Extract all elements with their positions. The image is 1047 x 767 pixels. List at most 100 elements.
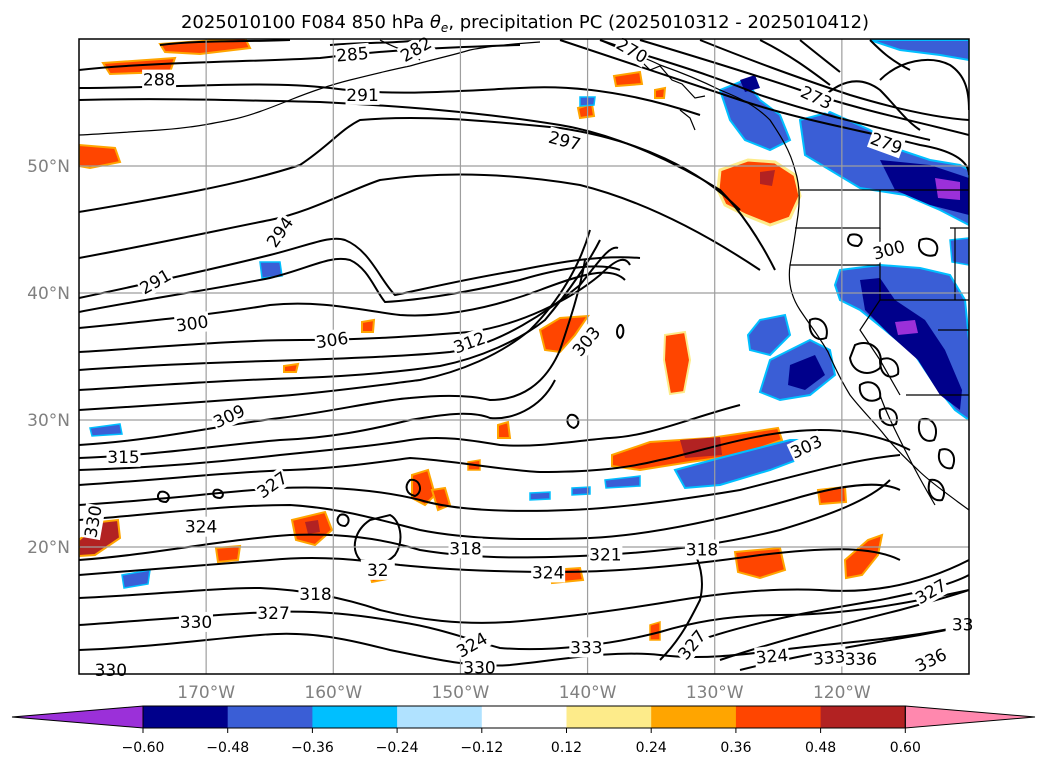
- contour-label-backdrop: [142, 69, 177, 90]
- contour-label-group: 324: [531, 562, 566, 583]
- lat-tick-label: 50°N: [27, 157, 70, 177]
- contour-label-backdrop: [252, 466, 292, 503]
- contour-label-group: 333: [811, 646, 847, 670]
- lat-tick-label: 20°N: [27, 538, 70, 558]
- contour-label: 321: [589, 546, 621, 566]
- contour-label-backdrop: [569, 637, 604, 658]
- contour-label-backdrop: [462, 657, 497, 678]
- contour-label-backdrop: [449, 327, 489, 358]
- contour-label-backdrop: [106, 446, 141, 467]
- colorbar-outline: [142, 705, 906, 729]
- colorbar-tick-label: 0.36: [720, 740, 751, 756]
- contour-label-group: 32: [360, 559, 395, 581]
- colorbar-swatch: [312, 706, 398, 728]
- contour-label-group: 324: [754, 644, 790, 669]
- contour-label-group: 315: [106, 446, 141, 468]
- contour-label-group: 291: [345, 84, 380, 106]
- colorbar-swatch: [566, 706, 652, 728]
- contour-label-group: 279: [866, 127, 906, 159]
- contour-label-backdrop: [396, 31, 436, 67]
- colorbar-extend-max: [904, 705, 1036, 729]
- contour-label-backdrop: [567, 321, 605, 361]
- colorbar-tick-label: 0.24: [636, 740, 667, 756]
- contour-label-group: 333: [569, 637, 604, 658]
- colorbar-swatch: [735, 706, 822, 728]
- colorbar: [11, 705, 1036, 729]
- contour-label-group: 288: [142, 69, 177, 91]
- contour-label: 288: [143, 71, 175, 91]
- contour-label: 291: [346, 86, 378, 106]
- colorbar-swatch: [397, 706, 483, 728]
- theta-e-contours: [79, 39, 969, 671]
- contour-label-backdrop: [298, 583, 333, 604]
- map-border: [78, 38, 970, 675]
- contour-label-backdrop: [796, 81, 837, 114]
- contour-label-group: 318: [298, 583, 333, 605]
- contour-label-backdrop: [448, 538, 483, 559]
- contour-label-backdrop: [754, 644, 790, 668]
- contour-label-backdrop: [209, 399, 249, 433]
- contour-label-backdrop: [360, 559, 395, 580]
- longitude-tick-labels: 170°W 160°W 150°W 140°W 130°W 120°W: [177, 683, 871, 703]
- contour-label-backdrop: [334, 42, 371, 66]
- colorbar-swatch: [820, 706, 906, 728]
- contour-label-backdrop: [673, 625, 711, 665]
- colorbar-tick-label: 0.60: [890, 740, 921, 756]
- lat-tick-label: 30°N: [27, 411, 70, 431]
- contour-label: 330: [95, 661, 127, 681]
- contour-label: 318: [449, 539, 481, 559]
- contour-label-group: 285: [334, 42, 371, 67]
- contour-label-group: 306: [313, 327, 351, 353]
- contour-label: 318: [299, 585, 331, 605]
- lon-tick-label: 120°W: [813, 683, 871, 703]
- contour-label-backdrop: [866, 127, 906, 159]
- figure-title: 2025010100 F084 850 hPa θe, precipitatio…: [181, 12, 869, 35]
- contour-label-backdrop: [911, 643, 951, 677]
- contour-label-backdrop: [612, 33, 652, 68]
- contour-label-backdrop: [685, 539, 719, 560]
- contour-label-backdrop: [178, 611, 213, 632]
- colorbar-tick-labels: −0.60 −0.48 −0.36 −0.24 −0.12 0.12 0.24 0.36 0.4…: [122, 728, 921, 756]
- latitude-tick-labels: 50°N 40°N 30°N 20°N: [27, 157, 70, 558]
- contour-label-backdrop: [80, 503, 106, 541]
- contour-label-backdrop: [345, 84, 380, 105]
- contour-label-backdrop: [256, 603, 291, 624]
- contour-label: 333: [812, 647, 846, 670]
- contour-label-group: 318: [685, 539, 719, 561]
- contour-label-group: 330: [178, 611, 213, 633]
- contour-label-group: 330: [462, 657, 497, 679]
- contour-label: 324: [755, 646, 789, 669]
- contour-label: 333: [570, 638, 602, 658]
- colorbar-tick-label: −0.48: [206, 740, 249, 756]
- contour-label-backdrop: [786, 430, 826, 463]
- contour-label-backdrop: [173, 311, 211, 336]
- lat-tick-label: 40°N: [27, 284, 70, 304]
- contour-label-group: 33: [945, 614, 980, 635]
- contour-label-backdrop: [945, 614, 980, 635]
- lon-tick-label: 150°W: [432, 683, 490, 703]
- contour-label: 330: [180, 613, 212, 633]
- contour-label: 285: [335, 44, 369, 67]
- contour-label: 330: [463, 659, 495, 679]
- contour-label-group: 300: [173, 311, 211, 337]
- lon-tick-label: 160°W: [304, 683, 362, 703]
- contour-label-group: 318: [448, 538, 483, 559]
- contour-label-backdrop: [135, 264, 176, 299]
- colorbar-tick-label: −0.60: [122, 740, 165, 756]
- contour-label-backdrop: [843, 648, 878, 669]
- contour-label-backdrop: [811, 646, 847, 669]
- lon-tick-label: 130°W: [686, 683, 744, 703]
- contour-label-group: 330: [93, 660, 128, 681]
- contour-label: 306: [315, 329, 350, 353]
- contour-label-backdrop: [545, 126, 584, 155]
- contour-label-backdrop: [588, 544, 623, 565]
- colorbar-tick-label: −0.36: [291, 740, 334, 756]
- colorbar-swatch: [143, 706, 229, 728]
- contour-label-backdrop: [452, 627, 492, 662]
- contour-label: 32: [367, 561, 389, 581]
- contour-label-backdrop: [184, 516, 219, 537]
- colorbar-tick-label: 0.12: [551, 740, 582, 756]
- colorbar-swatch: [651, 706, 737, 728]
